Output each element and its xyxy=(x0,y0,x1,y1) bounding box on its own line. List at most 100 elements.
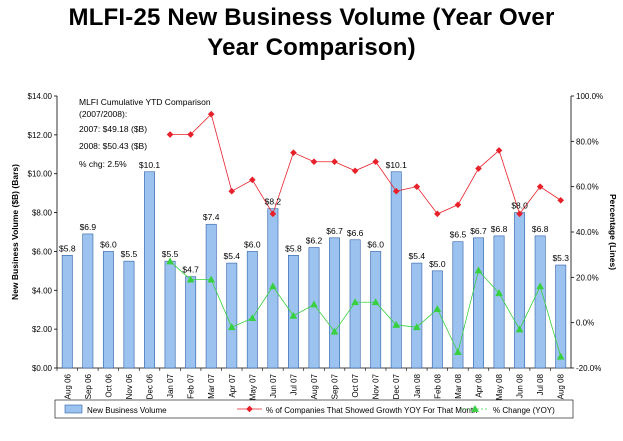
yoy-change-point xyxy=(166,257,174,265)
bar xyxy=(61,255,73,369)
yoy-change-point xyxy=(371,298,380,306)
x-tick-label: Dec 06 xyxy=(146,373,155,399)
growth-share-point xyxy=(269,210,277,218)
bar-value-label: $5.3 xyxy=(552,253,569,263)
bar-value-label: $5.4 xyxy=(223,251,240,261)
x-tick-label: Dec 07 xyxy=(392,373,401,399)
bar-value-label: $6.7 xyxy=(326,226,343,236)
legend-growth-label: % of Companies That Showed Growth YOY Fo… xyxy=(266,406,478,415)
bar-value-label: $5.8 xyxy=(285,243,302,253)
bar xyxy=(205,223,217,369)
y-left-tick-label: $6.00 xyxy=(32,247,53,256)
bar xyxy=(329,237,341,369)
y-left-tick-label: $4.00 xyxy=(32,286,53,295)
x-tick-label: Apr 07 xyxy=(228,373,237,397)
x-tick-label: Jul 08 xyxy=(536,373,545,395)
bar xyxy=(555,264,567,369)
ytd-annotation-line: (2007/2008): xyxy=(79,109,127,119)
bar xyxy=(226,262,238,369)
bar xyxy=(473,237,484,369)
x-tick-label: Sep 06 xyxy=(84,373,93,399)
bar-value-label: $6.7 xyxy=(470,226,487,236)
bar-value-label: $5.0 xyxy=(429,259,446,269)
y-left-tick-label: $8.00 xyxy=(32,209,53,218)
x-tick-label: Jun 08 xyxy=(516,373,525,398)
x-tick-label: Nov 06 xyxy=(125,373,134,399)
bar-value-label: $4.7 xyxy=(182,265,199,275)
bar-value-label: $5.5 xyxy=(162,249,179,259)
bar xyxy=(82,233,94,369)
growth-share-point xyxy=(331,158,338,166)
y-left-axis-title: New Business Volume ($B) (Bars) xyxy=(10,164,20,300)
x-tick-label: Jun 07 xyxy=(269,373,278,398)
y-right-tick-label: -20.0% xyxy=(576,364,601,373)
bar xyxy=(164,260,176,369)
x-tick-label: May 08 xyxy=(495,373,504,400)
bar xyxy=(185,276,197,369)
x-tick-label: Jan 07 xyxy=(166,373,175,398)
bar xyxy=(514,212,526,369)
x-tick-label: Nov 07 xyxy=(372,373,381,399)
y-left-tick-label: $12.00 xyxy=(28,131,53,140)
yoy-change-point xyxy=(454,348,462,356)
bar-value-label: $6.0 xyxy=(244,239,261,249)
bar-value-label: $8.0 xyxy=(511,201,528,211)
growth-share-point xyxy=(166,131,174,138)
y-right-tick-label: 60.0% xyxy=(576,183,599,192)
y-right-tick-label: 0.0% xyxy=(576,319,594,328)
growth-share-point xyxy=(207,110,215,118)
x-tick-label: Feb 08 xyxy=(433,373,442,398)
growth-share-point xyxy=(228,187,236,195)
bar-value-label: $6.8 xyxy=(491,224,508,234)
bar xyxy=(452,241,464,369)
legend-growth-marker xyxy=(246,405,253,413)
x-tick-label: Aug 07 xyxy=(310,373,319,399)
growth-share-point xyxy=(249,176,256,184)
yoy-change-point xyxy=(207,275,216,283)
yoy-change-point xyxy=(289,311,298,319)
x-tick-label: Oct 07 xyxy=(351,373,360,397)
yoy-change-point xyxy=(186,275,195,283)
y-left-tick-label: $2.00 xyxy=(32,325,53,334)
ytd-annotation-line: 2008: $50.43 ($B) xyxy=(79,141,147,151)
y-left-tick-label: $0.00 xyxy=(32,364,53,373)
bar-value-label: $6.5 xyxy=(450,230,467,240)
bar xyxy=(246,251,258,369)
x-tick-label: Jul 07 xyxy=(289,373,298,395)
bar xyxy=(431,270,443,369)
x-tick-label: Mar 07 xyxy=(207,373,216,398)
yoy-change-point xyxy=(269,282,277,290)
yoy-change-point xyxy=(392,320,401,328)
legend-yoy-marker xyxy=(471,404,479,412)
y-right-axis-title: Percentage (Lines) xyxy=(608,194,618,270)
legend-bar-swatch xyxy=(64,404,83,414)
bar xyxy=(370,251,382,369)
y-left-tick-label: $10.00 xyxy=(28,170,53,179)
bar xyxy=(144,171,155,369)
bar xyxy=(411,262,423,369)
growth-share-point xyxy=(434,210,441,218)
ytd-annotation-line: MLFI Cumulative YTD Comparison xyxy=(79,97,211,107)
growth-share-point xyxy=(187,131,194,138)
bar-value-label: $10.1 xyxy=(139,160,161,170)
y-right-tick-label: 20.0% xyxy=(576,273,599,282)
x-tick-label: Mar 08 xyxy=(454,373,463,398)
x-tick-label: May 07 xyxy=(248,373,257,400)
bar-value-label: $5.8 xyxy=(59,243,76,253)
yoy-change-point xyxy=(248,314,257,322)
growth-share-line xyxy=(170,113,561,215)
growth-share-point xyxy=(413,183,421,190)
growth-share-point xyxy=(454,201,462,209)
bar-value-label: $5.4 xyxy=(409,251,426,261)
yoy-change-point xyxy=(536,282,545,290)
x-tick-label: Oct 06 xyxy=(104,373,113,397)
bar xyxy=(287,255,299,369)
growth-share-point xyxy=(475,165,482,172)
growth-share-point xyxy=(290,149,297,156)
chart-title-line-2: Year Comparison) xyxy=(207,34,416,61)
yoy-change-point xyxy=(556,352,565,360)
yoy-change-point xyxy=(227,323,236,331)
chart-title-line-1: MLFI-25 New Business Volume (Year Over xyxy=(68,4,555,31)
